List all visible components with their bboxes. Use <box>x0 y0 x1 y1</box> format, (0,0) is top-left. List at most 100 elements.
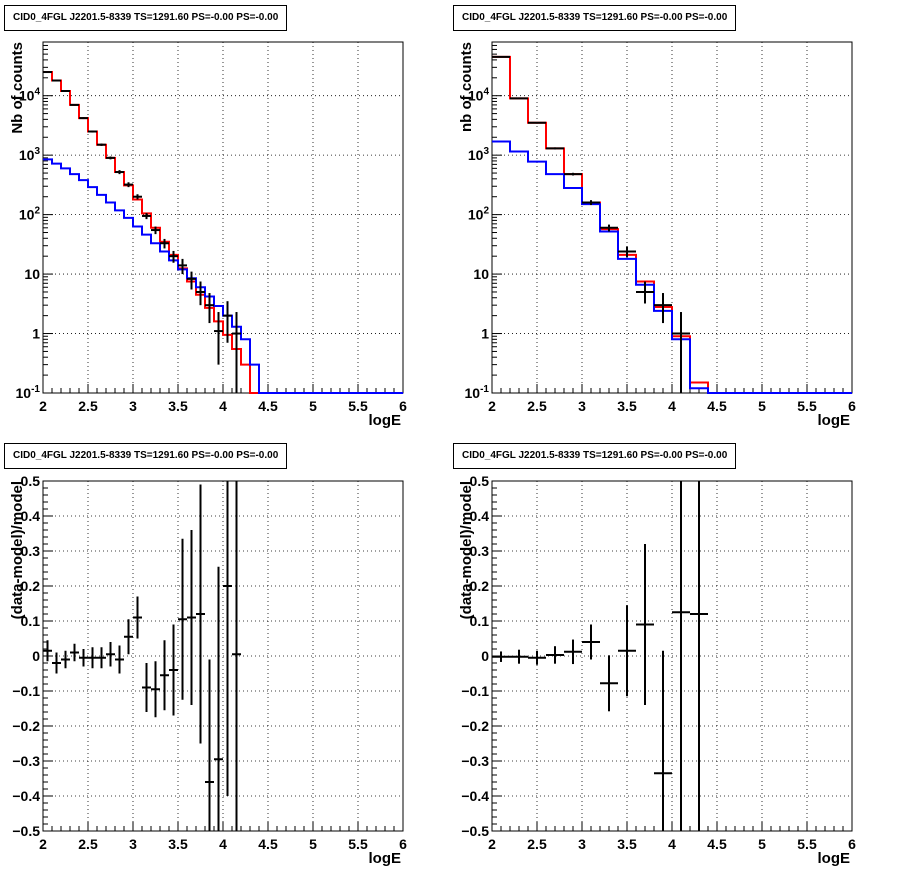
data-point <box>636 281 654 304</box>
x-tick-label: 5.5 <box>797 836 817 852</box>
residual-point <box>232 481 241 831</box>
x-tick-label: 2 <box>488 836 496 852</box>
x-tick-label: 3.5 <box>617 398 637 414</box>
y-tick-label: 0.4 <box>470 508 490 524</box>
panel-counts-left: CID0_4FGL J2201.5-8339 TS=1291.60 PS=-0.… <box>0 0 449 438</box>
x-tick-label: 3 <box>578 398 586 414</box>
data-point <box>97 143 106 146</box>
y-tick-label: 10 <box>24 266 40 282</box>
data-point <box>52 79 61 82</box>
y-tick-label: 0.4 <box>21 508 41 524</box>
data-point <box>618 246 636 258</box>
x-tick-label: 2.5 <box>78 398 98 414</box>
y-tick-label: 0.3 <box>470 543 490 559</box>
residual-point <box>106 642 115 667</box>
plot-title: CID0_4FGL J2201.5-8339 TS=1291.60 PS=-0.… <box>4 5 288 31</box>
y-tick-label: −0.1 <box>461 683 489 699</box>
x-tick-label: 5.5 <box>348 836 368 852</box>
y-tick-label: 103 <box>468 146 490 163</box>
residual-point <box>528 650 546 665</box>
data-point <box>169 250 178 263</box>
x-tick-label: 3.5 <box>168 836 188 852</box>
y-axis-label: (data-model)/model <box>458 481 475 619</box>
residual-point <box>169 624 178 716</box>
y-tick-label: 0 <box>32 648 40 664</box>
data-point <box>528 121 546 124</box>
residual-point <box>70 643 79 662</box>
panel-residuals-right: CID0_4FGL J2201.5-8339 TS=1291.60 PS=-0.… <box>449 438 898 875</box>
y-tick-label: 10 <box>473 266 489 282</box>
data-point <box>600 224 618 232</box>
residual-point <box>97 647 106 669</box>
residual-point <box>151 661 160 718</box>
x-axis-label: logE <box>818 850 851 867</box>
x-tick-label: 3 <box>129 398 137 414</box>
y-tick-label: 0.5 <box>470 473 490 489</box>
residual-point <box>600 655 618 712</box>
residual-point <box>196 484 205 744</box>
y-tick-label: 10-1 <box>16 384 41 401</box>
x-tick-label: 3 <box>129 836 137 852</box>
x-tick-label: 4.5 <box>258 836 278 852</box>
residual-point <box>636 544 654 705</box>
residual-point <box>492 651 510 662</box>
data-point <box>61 89 70 92</box>
data-point <box>133 194 142 200</box>
data-point <box>196 281 205 306</box>
data-point <box>492 55 510 58</box>
data-point <box>142 213 151 220</box>
x-tick-label: 2 <box>39 836 47 852</box>
residual-point <box>160 640 169 711</box>
data-point <box>232 312 241 393</box>
x-tick-label: 4 <box>668 836 676 852</box>
y-tick-label: 0.3 <box>21 543 41 559</box>
residual-point <box>187 530 196 705</box>
data-point <box>115 170 124 175</box>
x-tick-label: 2.5 <box>527 398 547 414</box>
y-tick-label: 0.2 <box>470 578 490 594</box>
y-tick-label: −0.2 <box>461 718 489 734</box>
residual-point <box>690 481 708 831</box>
x-axis-label: logE <box>369 850 402 867</box>
x-tick-label: 5 <box>758 836 766 852</box>
data-point <box>546 147 564 150</box>
x-tick-label: 4.5 <box>707 398 727 414</box>
plot-frame <box>42 480 404 832</box>
x-tick-label: 6 <box>848 398 856 414</box>
data-point <box>223 301 232 343</box>
residual-point <box>582 624 600 660</box>
y-tick-label: 102 <box>19 206 41 223</box>
residuals-plot-left: 2 2.5 3 3.5 4 4.5 5 5.5 6 −0.5 −0.4 −0.3 −0.2 −0.1 0 0.… <box>9 473 407 867</box>
data-point <box>564 172 582 176</box>
panel-counts-right: CID0_4FGL J2201.5-8339 TS=1291.60 PS=-0.… <box>449 0 898 438</box>
y-tick-label: 102 <box>468 206 490 223</box>
plot-frame <box>491 41 853 394</box>
plot-title: CID0_4FGL J2201.5-8339 TS=1291.60 PS=-0.… <box>4 443 288 469</box>
residual-point <box>618 605 636 697</box>
x-tick-label: 5 <box>758 398 766 414</box>
data-point <box>510 97 528 100</box>
y-tick-label: −0.3 <box>461 753 489 769</box>
x-tick-label: 5.5 <box>797 398 817 414</box>
counts-plot-left: 2 2.5 3 3.5 4 4.5 5 5.5 610-1110102103104logENb … <box>9 41 407 429</box>
y-tick-label: 1 <box>32 326 40 342</box>
data-point <box>654 293 672 324</box>
data-point <box>205 293 214 324</box>
data-point <box>70 103 79 106</box>
plot-frame <box>42 41 404 394</box>
data-point <box>124 182 133 188</box>
x-tick-label: 4.5 <box>258 398 278 414</box>
y-tick-label: −0.5 <box>461 823 489 839</box>
y-axis-label: nb of counts <box>458 42 475 132</box>
residual-point <box>88 647 97 669</box>
residual-point <box>510 649 528 664</box>
x-tick-label: 2 <box>488 398 496 414</box>
residual-point <box>672 481 690 831</box>
data-point <box>214 312 223 365</box>
model-histogram <box>43 71 403 394</box>
x-axis-label: logE <box>369 412 402 429</box>
y-axis-label: Nb of counts <box>9 42 26 134</box>
y-tick-label: −0.3 <box>12 753 40 769</box>
residual-point <box>178 538 187 700</box>
x-tick-label: 3.5 <box>617 836 637 852</box>
